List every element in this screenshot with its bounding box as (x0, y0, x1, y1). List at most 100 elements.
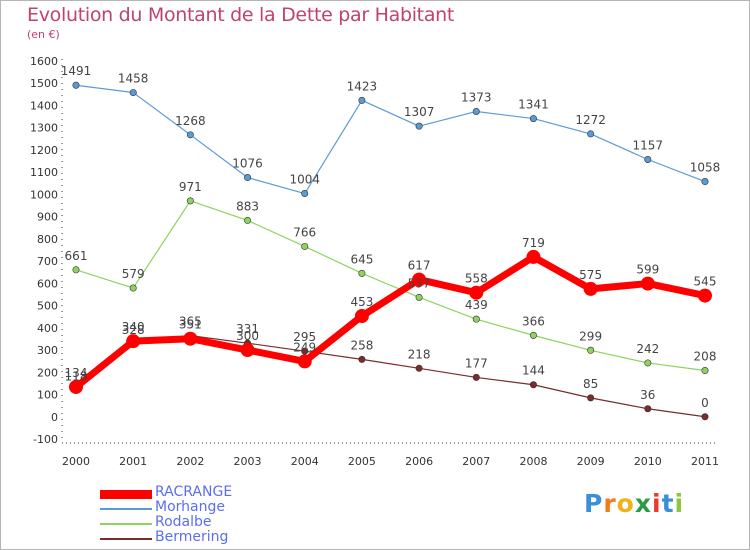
data-point-rodalbe (301, 242, 309, 250)
data-point-rodalbe (587, 346, 595, 354)
data-label-rodalbe: 242 (636, 342, 659, 356)
x-tick-label: 2001 (119, 455, 147, 468)
data-label-morhange: 1272 (575, 113, 606, 127)
data-point-morhange (701, 178, 709, 186)
data-label-bermering: 85 (583, 377, 598, 391)
x-tick-label: 2010 (634, 455, 662, 468)
y-tick-label: 1500 (30, 77, 58, 90)
data-label-bermering: 331 (236, 322, 259, 336)
data-point-bermering (472, 373, 480, 381)
x-tick-label: 2003 (234, 455, 262, 468)
data-point-morhange (186, 131, 194, 139)
y-tick-label: 200 (37, 366, 58, 379)
y-tick-label: 1400 (30, 99, 58, 112)
data-point-bermering (644, 405, 652, 413)
data-label-bermering: 0 (701, 396, 709, 410)
data-label-bermering: 295 (293, 330, 316, 344)
data-label-rodalbe: 537 (408, 276, 431, 290)
data-label-bermering: 36 (640, 388, 655, 402)
data-point-racrange (354, 309, 369, 324)
data-point-racrange (583, 281, 598, 296)
legend-swatch (100, 523, 152, 525)
legend-label: Rodalbe (155, 514, 212, 530)
data-label-racrange: 340 (122, 320, 145, 334)
legend-swatch (100, 489, 152, 499)
data-point-morhange (529, 115, 537, 123)
data-point-rodalbe (186, 197, 194, 205)
data-label-racrange: 545 (694, 275, 717, 289)
data-point-rodalbe (129, 284, 137, 292)
data-point-morhange (587, 130, 595, 138)
y-tick-label: 0 (51, 411, 58, 424)
logo-letter: o (616, 489, 635, 518)
logo-letter: P (584, 489, 604, 518)
logo-letter: t (661, 489, 675, 518)
data-label-rodalbe: 299 (579, 329, 602, 343)
data-label-morhange: 1458 (118, 72, 149, 86)
data-label-morhange: 1076 (232, 157, 263, 171)
x-tick-label: 2011 (691, 455, 719, 468)
data-label-morhange: 1004 (289, 173, 320, 187)
data-point-morhange (301, 190, 309, 198)
data-label-rodalbe: 579 (122, 267, 145, 281)
data-point-racrange (640, 276, 655, 291)
data-label-morhange: 1423 (347, 79, 378, 93)
logo-letter: r (603, 489, 617, 518)
y-tick-label: 700 (37, 255, 58, 268)
data-label-rodalbe: 208 (694, 350, 717, 364)
legend-label: Morhange (155, 499, 225, 515)
logo-letter: i (652, 489, 662, 518)
x-tick-label: 2006 (405, 455, 433, 468)
data-point-rodalbe (244, 216, 252, 224)
x-tick-label: 2002 (176, 455, 204, 468)
data-point-morhange (244, 174, 252, 182)
data-label-rodalbe: 883 (236, 199, 259, 213)
data-label-morhange: 1491 (61, 64, 92, 78)
y-tick-label: 1100 (30, 166, 58, 179)
y-tick-label: 1200 (30, 144, 58, 157)
data-label-rodalbe: 439 (465, 298, 488, 312)
data-label-racrange: 249 (293, 340, 316, 354)
data-label-morhange: 1268 (175, 114, 206, 128)
data-point-racrange (526, 249, 541, 264)
data-label-racrange: 453 (350, 295, 373, 309)
data-label-morhange: 1341 (518, 98, 549, 112)
legend-label: Bermering (155, 529, 229, 545)
data-point-racrange (240, 343, 255, 358)
series-line-bermering (75, 335, 706, 418)
data-label-bermering: 365 (179, 315, 202, 329)
data-point-bermering (587, 394, 595, 402)
series-line-morhange (75, 84, 706, 195)
data-label-bermering: 144 (522, 364, 545, 378)
data-label-racrange: 134 (65, 366, 88, 380)
data-point-bermering (301, 347, 309, 355)
data-label-racrange: 351 (179, 318, 202, 332)
y-tick-label: 1300 (30, 122, 58, 135)
logo-letter: x (634, 489, 652, 518)
chart-title: Evolution du Montant de la Dette par Hab… (27, 4, 455, 26)
data-label-morhange: 1157 (633, 139, 664, 153)
data-label-bermering: 118 (65, 370, 88, 384)
data-label-morhange: 1307 (404, 105, 435, 119)
y-tick-label: 1000 (30, 188, 58, 201)
series-line-racrange (73, 253, 706, 390)
y-tick-label: 600 (37, 277, 58, 290)
y-tick-label: 400 (37, 322, 58, 335)
data-point-rodalbe (529, 331, 537, 339)
legend-label: RACRANGE (155, 484, 233, 500)
data-point-racrange (297, 354, 312, 369)
data-label-bermering: 258 (350, 338, 373, 352)
chart-subtitle: (en €) (27, 28, 60, 41)
data-label-morhange: 1058 (690, 161, 721, 175)
data-point-bermering (529, 381, 537, 389)
data-label-racrange: 575 (579, 268, 602, 282)
data-point-rodalbe (415, 293, 423, 301)
data-point-rodalbe (701, 367, 709, 375)
logo-letter: i (674, 489, 685, 518)
y-tick-label: 500 (37, 300, 58, 313)
y-tick-label: 800 (37, 233, 58, 246)
data-label-racrange: 599 (636, 263, 659, 277)
legend-swatch (100, 508, 152, 510)
data-label-bermering: 177 (465, 356, 488, 370)
